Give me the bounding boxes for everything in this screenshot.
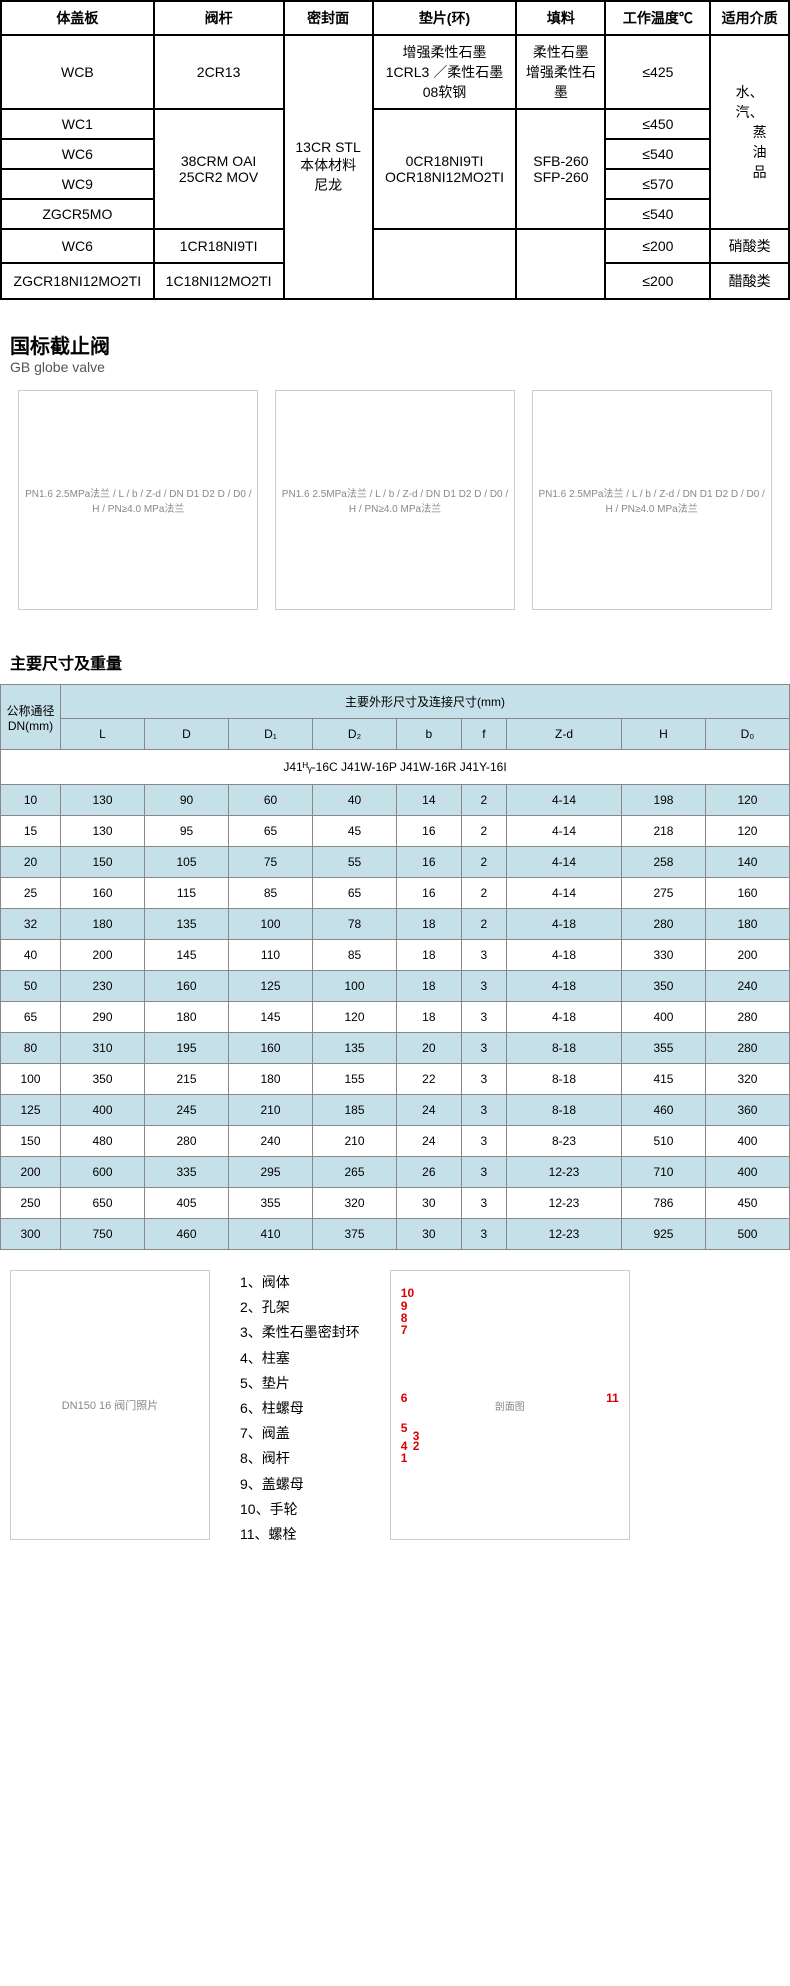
list-item: 4、柱塞	[240, 1346, 360, 1371]
table-row: 151309565451624-14218120	[1, 816, 790, 847]
list-item: 11、螺栓	[240, 1522, 360, 1547]
list-item: 8、阀杆	[240, 1446, 360, 1471]
list-item: 1、阀体	[240, 1270, 360, 1295]
list-item: 7、阀盖	[240, 1421, 360, 1446]
table-row: WC6 1CR18NI9TI ≤200 硝酸类	[1, 229, 789, 263]
list-item: 10、手轮	[240, 1497, 360, 1522]
table-row: 32180135100781824-18280180	[1, 909, 790, 940]
dimensions-title: 主要尺寸及重量	[10, 650, 790, 674]
media-group1: 水、汽、蒸油品	[710, 35, 789, 229]
table-row: 101309060401424-14198120	[1, 785, 790, 816]
table-row: 2015010575551624-14258140	[1, 847, 790, 878]
diagram-1: PN1.6 2.5MPa法兰 / L / b / Z-d / DN D1 D2 …	[18, 390, 258, 610]
engineering-diagrams: PN1.6 2.5MPa法兰 / L / b / Z-d / DN D1 D2 …	[0, 380, 790, 620]
table-row: 30075046041037530312-23925500	[1, 1219, 790, 1250]
header-temp: 工作温度℃	[605, 1, 710, 35]
callout-6: 6	[401, 1391, 408, 1405]
table-row: 40200145110851834-18330200	[1, 940, 790, 971]
table-row: 2516011585651624-14275160	[1, 878, 790, 909]
parts-list: 1、阀体2、孔架3、柔性石墨密封环4、柱塞5、垫片6、柱螺母7、阀盖8、阀杆9、…	[240, 1270, 360, 1547]
table-row: WCB 2CR13 13CR STL 本体材料 尼龙 增强柔性石墨 1CRL3 …	[1, 35, 789, 109]
callout-1: 1	[401, 1451, 408, 1465]
list-item: 3、柔性石墨密封环	[240, 1320, 360, 1345]
model-row: J41ᴴᵧ-16C J41W-16P J41W-16R J41Y-16I	[1, 750, 790, 785]
header-fill: 填料	[516, 1, 605, 35]
table-row: 1003502151801552238-18415320	[1, 1064, 790, 1095]
table-row: 20060033529526526312-23710400	[1, 1157, 790, 1188]
callout-5: 5	[401, 1421, 408, 1435]
table-row: 25065040535532030312-23786450	[1, 1188, 790, 1219]
callout-2: 2	[413, 1439, 420, 1453]
title-en: GB globe valve	[10, 359, 790, 375]
dimensions-table: 公称通径 DN(mm) 主要外形尺寸及连接尺寸(mm) L D D₁ D₂ b …	[0, 684, 790, 1250]
table-row: 652901801451201834-18400280	[1, 1002, 790, 1033]
materials-table: 体盖板 阀杆 密封面 垫片(环) 填料 工作温度℃ 适用介质 WCB 2CR13…	[0, 0, 790, 300]
header-body: 体盖板	[1, 1, 154, 35]
list-item: 5、垫片	[240, 1371, 360, 1396]
table-row: 1504802802402102438-23510400	[1, 1126, 790, 1157]
diagram-2: PN1.6 2.5MPa法兰 / L / b / Z-d / DN D1 D2 …	[275, 390, 515, 610]
diagram-3: PN1.6 2.5MPa法兰 / L / b / Z-d / DN D1 D2 …	[532, 390, 772, 610]
callout-11: 11	[606, 1391, 619, 1405]
table-row: WC1 38CRM OAI 25CR2 MOV 0CR18NI9TI OCR18…	[1, 109, 789, 139]
table-row: 502301601251001834-18350240	[1, 971, 790, 1002]
dn-header: 公称通径 DN(mm)	[1, 685, 61, 750]
parts-cross-section: 剖面图 10 9 8 7 6 5 3 4 2 1 11	[390, 1270, 630, 1540]
list-item: 9、盖螺母	[240, 1472, 360, 1497]
table-row: 1254002452101852438-18460360	[1, 1095, 790, 1126]
list-item: 6、柱螺母	[240, 1396, 360, 1421]
header-media: 适用介质	[710, 1, 789, 35]
parts-section: DN150 16 阀门照片 1、阀体2、孔架3、柔性石墨密封环4、柱塞5、垫片6…	[0, 1250, 790, 1567]
valve-photo: DN150 16 阀门照片	[10, 1270, 210, 1540]
seal-face-cell: 13CR STL 本体材料 尼龙	[284, 35, 373, 299]
section-title: 国标截止阀 GB globe valve	[10, 330, 790, 375]
list-item: 2、孔架	[240, 1295, 360, 1320]
header-gasket: 垫片(环)	[373, 1, 517, 35]
header-stem: 阀杆	[154, 1, 284, 35]
table-row: 803101951601352038-18355280	[1, 1033, 790, 1064]
header-seal: 密封面	[284, 1, 373, 35]
callout-7: 7	[401, 1323, 408, 1337]
title-cn: 国标截止阀	[10, 330, 790, 359]
dim-header: 主要外形尺寸及连接尺寸(mm)	[61, 685, 790, 719]
column-headers: L D D₁ D₂ b f Z-d H D₀	[1, 719, 790, 750]
callout-10: 10	[401, 1286, 414, 1300]
